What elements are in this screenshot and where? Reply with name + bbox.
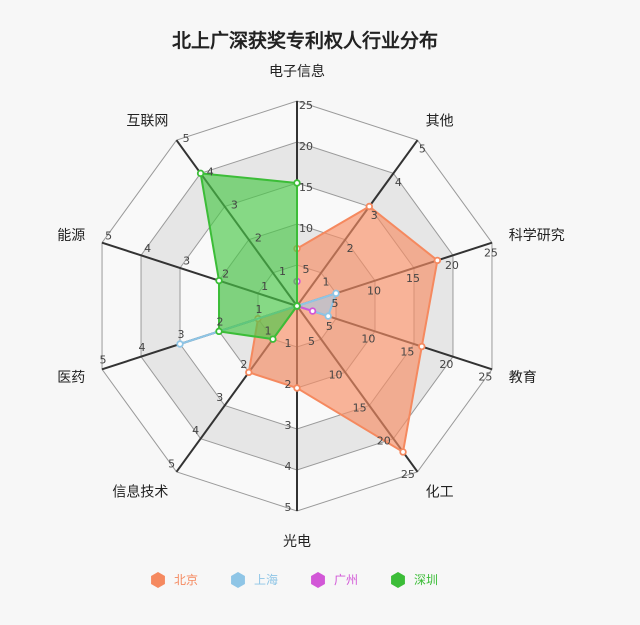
legend-marker	[231, 572, 245, 588]
tick-label: 4	[139, 341, 146, 354]
legend-item[interactable]: 上海	[231, 572, 278, 588]
data-point[interactable]	[245, 368, 253, 377]
axis-label: 能源	[57, 228, 85, 244]
tick-label: 3	[216, 391, 223, 404]
legend-label: 广州	[334, 573, 358, 587]
data-point[interactable]	[399, 448, 407, 456]
data-point[interactable]	[293, 179, 301, 187]
chart-title: 北上广深获奖专利权人行业分布	[172, 29, 438, 52]
legend-label: 深圳	[414, 573, 438, 587]
tick-label: 2	[217, 316, 224, 329]
tick-label: 20	[299, 140, 313, 153]
tick-label: 25	[401, 468, 415, 481]
data-point[interactable]	[418, 342, 426, 351]
tick-label: 5	[183, 132, 190, 145]
axis-label: 科学研究	[509, 228, 565, 244]
legend: 北京 上海 广州 深圳	[151, 572, 438, 588]
legend-marker	[151, 572, 165, 588]
tick-label: 2	[255, 232, 262, 245]
axis-label: 光电	[283, 534, 311, 550]
tick-label: 3	[178, 328, 185, 341]
tick-label: 1	[285, 337, 292, 350]
tick-label: 2	[222, 267, 229, 280]
tick-label: 1	[279, 265, 286, 278]
axis-label: 化工	[426, 484, 454, 500]
data-point[interactable]	[433, 256, 442, 265]
data-point[interactable]	[308, 307, 317, 315]
tick-label: 15	[353, 402, 367, 415]
tick-label: 20	[439, 358, 453, 371]
tick-label: 5	[326, 320, 333, 333]
tick-label: 15	[400, 345, 414, 358]
axis-label: 信息技术	[112, 483, 168, 500]
legend-item[interactable]: 北京	[151, 572, 198, 588]
tick-label: 4	[207, 165, 214, 178]
tick-label: 15	[406, 272, 420, 285]
axis-label: 电子信息	[269, 63, 325, 80]
tick-label: 3	[183, 255, 190, 268]
tick-label: 4	[395, 176, 402, 189]
tick-label: 5	[303, 263, 310, 276]
axis-label: 互联网	[126, 114, 168, 130]
axis-label: 教育	[509, 370, 537, 386]
tick-label: 5	[331, 297, 338, 310]
tick-label: 5	[419, 143, 426, 156]
data-point[interactable]	[196, 169, 205, 178]
tick-label: 5	[100, 354, 107, 367]
tick-label: 4	[144, 242, 151, 255]
data-point[interactable]	[293, 384, 301, 392]
tick-label: 5	[168, 457, 175, 470]
tick-label: 3	[371, 209, 378, 222]
tick-label: 2	[240, 358, 247, 371]
tick-label: 5	[105, 229, 112, 242]
tick-label: 10	[299, 222, 313, 235]
tick-label: 3	[285, 419, 292, 432]
tick-label: 25	[478, 371, 492, 384]
data-point[interactable]	[365, 202, 373, 211]
tick-label: 20	[377, 435, 391, 448]
tick-label: 25	[484, 246, 498, 259]
legend-item[interactable]: 广州	[311, 572, 358, 588]
tick-label: 5	[308, 335, 315, 348]
tick-label: 3	[231, 198, 238, 211]
tick-label: 4	[192, 424, 199, 437]
tick-label: 2	[285, 378, 292, 391]
data-point[interactable]	[215, 276, 223, 285]
tick-label: 1	[256, 303, 263, 316]
axis-label: 其他	[426, 114, 454, 130]
legend-marker	[391, 572, 405, 588]
tick-label: 10	[361, 333, 375, 346]
data-point[interactable]	[269, 335, 277, 343]
data-point[interactable]	[293, 302, 301, 310]
tick-label: 20	[445, 259, 459, 272]
tick-label: 4	[285, 460, 292, 473]
legend-marker	[311, 572, 325, 588]
tick-label: 1	[261, 280, 268, 293]
legend-label: 北京	[174, 573, 198, 587]
tick-label: 1	[264, 325, 271, 338]
axis-label: 医药	[57, 370, 85, 386]
data-point[interactable]	[176, 340, 184, 348]
radar-series	[176, 169, 442, 456]
tick-label: 5	[285, 501, 292, 514]
data-point[interactable]	[215, 327, 223, 336]
tick-label: 10	[329, 368, 343, 381]
legend-label: 上海	[254, 572, 278, 587]
tick-labels: 5101520251234551015202551015202551015202…	[100, 99, 498, 514]
legend-item[interactable]: 深圳	[391, 572, 438, 588]
tick-label: 2	[347, 242, 354, 255]
data-point[interactable]	[332, 289, 340, 298]
tick-label: 25	[299, 99, 313, 112]
data-point[interactable]	[324, 312, 332, 320]
tick-label: 10	[367, 284, 381, 297]
tick-label: 1	[323, 275, 330, 288]
tick-label: 15	[299, 181, 313, 194]
